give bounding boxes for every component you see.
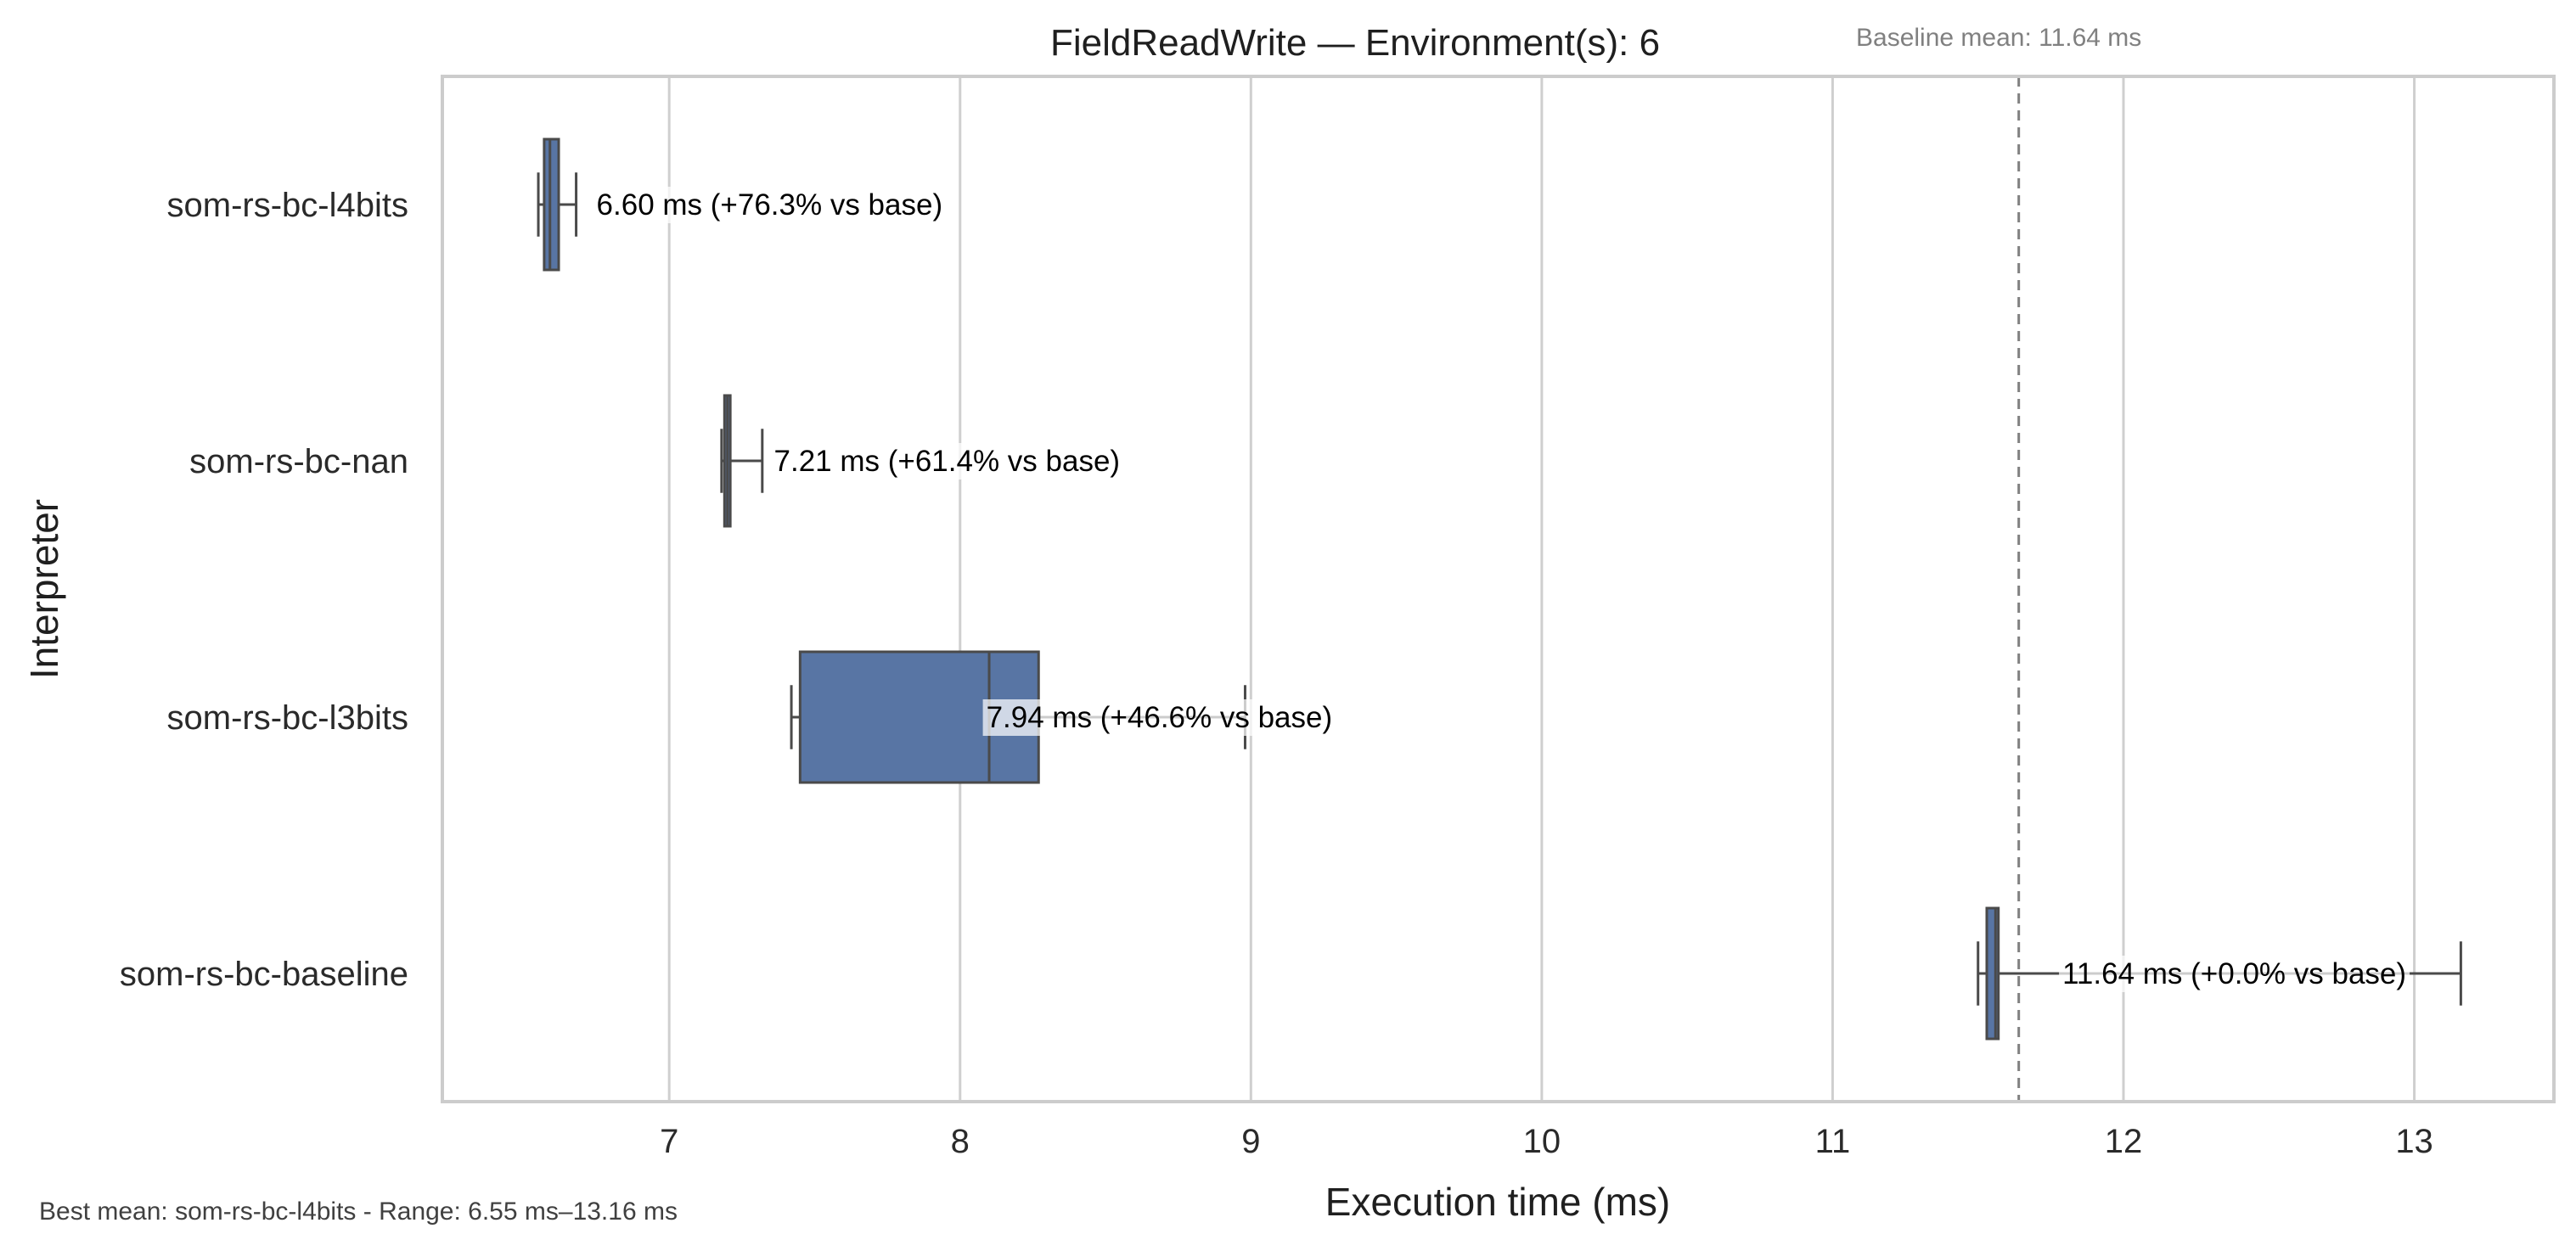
annotation-background (2059, 956, 2410, 992)
annotation-background (770, 443, 1124, 480)
y-tick-label: som-rs-bc-l3bits (167, 699, 408, 737)
x-tick-label: 10 (1523, 1123, 1561, 1160)
y-tick-label: som-rs-bc-baseline (120, 956, 408, 993)
x-tick-label: 13 (2395, 1123, 2433, 1160)
chart-subtitle: Baseline mean: 11.64 ms (1856, 24, 2141, 52)
x-tick-label: 9 (1241, 1123, 1260, 1160)
tick-layer: 7 8 9 10 11 12 13 som-rs-bc-l4bits som-rs-bc-nan… (120, 187, 2433, 1160)
y-axis-label: Interpreter (22, 499, 66, 679)
box-layer (537, 137, 2462, 1041)
x-tick-label: 12 (2105, 1123, 2143, 1160)
annotation-background (593, 187, 947, 223)
plot-frame (441, 75, 2556, 1103)
value-annotation: 6.60 ms (+76.3% vs base) (597, 188, 943, 222)
grid-layer (667, 76, 2416, 1102)
x-tick-label: 11 (1815, 1123, 1851, 1160)
value-annotation: 7.94 ms (+46.6% vs base) (987, 701, 1333, 734)
value-annotation: 7.21 ms (+61.4% vs base) (774, 445, 1121, 478)
y-tick-label: som-rs-bc-l4bits (167, 187, 408, 224)
box-group (720, 394, 764, 528)
y-tick-label: som-rs-bc-nan (189, 443, 408, 480)
x-tick-label: 7 (660, 1123, 678, 1160)
annotation-layer: 6.60 ms (+76.3% vs base) 7.21 ms (+61.4% … (593, 187, 2410, 992)
footer-note: Best mean: som-rs-bc-l4bits - Range: 6.5… (39, 1198, 678, 1226)
chart-title: FieldReadWrite — Environment(s): 6 (1050, 22, 1660, 64)
x-axis-label: Execution time (ms) (1325, 1180, 1670, 1224)
box (543, 137, 560, 272)
x-tick-label: 8 (951, 1123, 970, 1160)
value-annotation: 11.64 ms (+0.0% vs base) (2062, 957, 2406, 990)
box-group (537, 137, 578, 272)
annotation-background (982, 699, 1336, 736)
